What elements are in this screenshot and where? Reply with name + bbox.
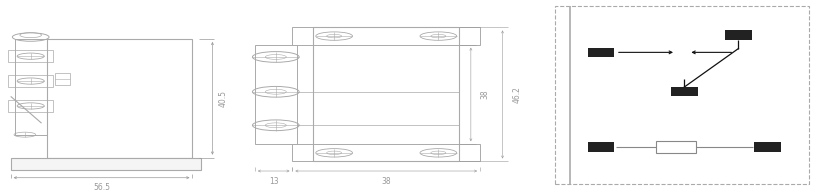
- Bar: [8, 75, 53, 87]
- Bar: [47, 39, 192, 158]
- Text: 13: 13: [269, 177, 279, 186]
- Bar: [588, 48, 615, 57]
- Bar: [255, 45, 296, 144]
- Bar: [725, 30, 752, 40]
- Bar: [15, 39, 47, 135]
- Bar: [656, 141, 696, 153]
- Bar: [588, 142, 615, 152]
- Text: 38: 38: [382, 177, 391, 186]
- Bar: [8, 51, 53, 62]
- Text: 46.2: 46.2: [513, 86, 522, 103]
- Bar: [754, 142, 781, 152]
- Bar: [555, 6, 809, 184]
- Bar: [313, 27, 459, 161]
- Bar: [292, 27, 480, 45]
- Bar: [292, 144, 480, 161]
- Bar: [8, 100, 53, 112]
- Text: 38: 38: [481, 90, 490, 99]
- Text: 56.5: 56.5: [93, 183, 110, 192]
- Text: 40.5: 40.5: [218, 90, 227, 107]
- Bar: [11, 158, 200, 170]
- Bar: [671, 87, 697, 97]
- Bar: [55, 73, 70, 85]
